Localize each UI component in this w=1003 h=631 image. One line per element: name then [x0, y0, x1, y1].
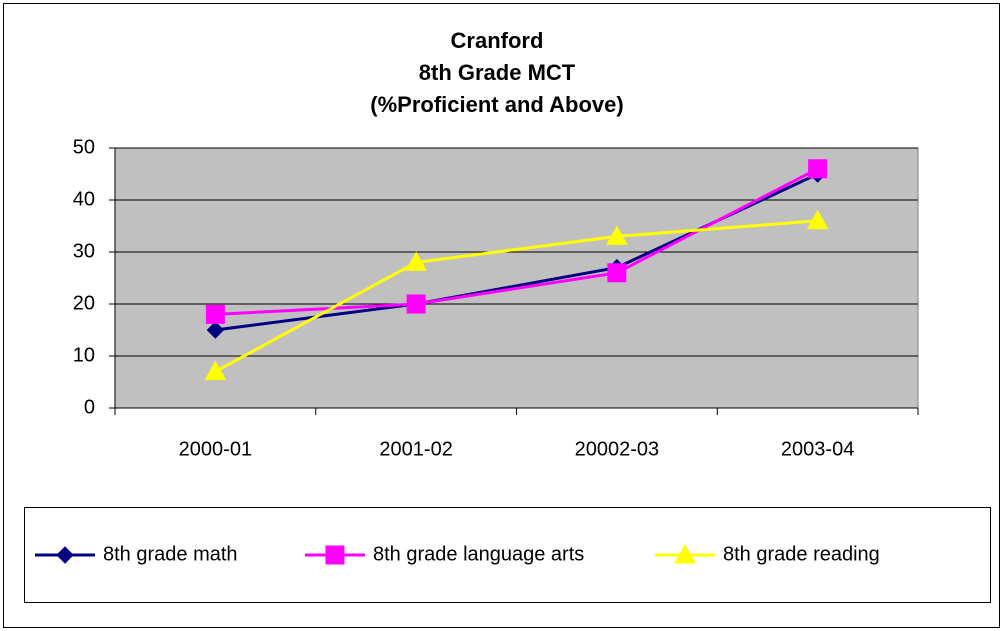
legend-marker	[56, 546, 74, 564]
x-tick-label: 20002-03	[575, 438, 660, 460]
series-line	[214, 219, 818, 373]
x-tick-label: 2001-02	[379, 438, 452, 460]
series-line	[215, 167, 819, 316]
data-marker	[607, 263, 627, 283]
x-tick-label: 2000-01	[179, 438, 252, 460]
y-tick-label: 30	[73, 240, 95, 262]
chart-title: (%Proficient and Above)	[370, 92, 623, 117]
y-tick-label: 10	[73, 344, 95, 366]
data-marker	[206, 321, 225, 339]
data-marker	[205, 304, 225, 324]
chart-title: 8th Grade MCT	[419, 60, 576, 85]
y-tick-label: 40	[73, 188, 95, 210]
data-marker	[405, 251, 427, 271]
data-marker	[406, 294, 426, 314]
data-marker	[204, 360, 227, 381]
legend-marker	[325, 545, 345, 565]
legend-box	[24, 507, 991, 603]
data-marker	[808, 159, 828, 179]
legend-label: 8th grade language arts	[373, 543, 584, 565]
y-tick-label: 0	[84, 396, 95, 418]
plot-area	[114, 147, 919, 409]
data-marker	[606, 225, 628, 245]
x-tick-label: 2003-04	[781, 438, 854, 460]
legend-marker	[674, 543, 696, 564]
data-marker	[806, 209, 829, 230]
legend-label: 8th grade math	[103, 543, 238, 565]
y-tick-label: 20	[73, 292, 95, 314]
y-tick-label: 50	[73, 136, 95, 158]
legend-label: 8th grade reading	[723, 543, 880, 565]
chart-title: Cranford	[451, 28, 544, 53]
